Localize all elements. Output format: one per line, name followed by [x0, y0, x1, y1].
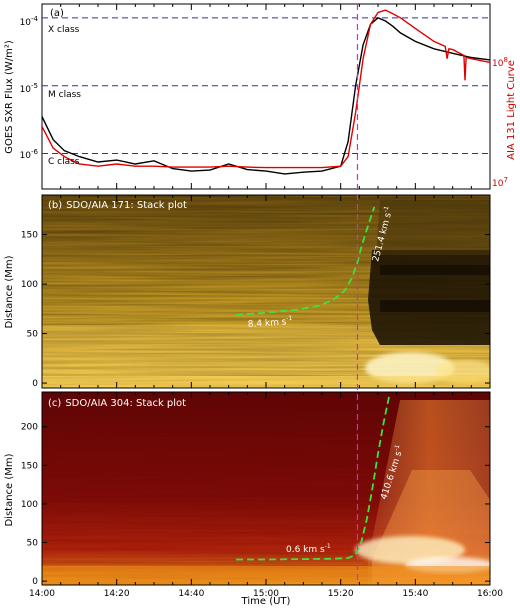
ytick-label-b-0: 0 — [32, 379, 38, 389]
ytick-right-1e7: 107 — [492, 176, 508, 189]
x-axis-tick-labels: 14:00 14:20 14:40 15:00 15:20 15:40 16:00 — [29, 589, 503, 599]
ytick-label-b-1: 50 — [27, 330, 39, 340]
x-axis-title: Time (UT) — [241, 596, 291, 607]
ytick-a-1e-4: 10-4 — [20, 15, 39, 28]
xtick-label-0: 14:00 — [29, 589, 55, 599]
light-curves — [42, 9, 490, 175]
fit-curve-b — [236, 206, 376, 316]
panel-b-y-ticks: 0 50 100 150 — [21, 231, 490, 389]
panel-c-ylabel: Distance (Mm) — [4, 453, 15, 526]
ytick-label-c-4: 200 — [21, 423, 38, 433]
speed-label-304-slow: 0.6 km s-1 — [286, 543, 331, 555]
ytick-a-1e-5: 10-5 — [20, 82, 38, 95]
panel-b-title: (b) SDO/AIA 171: Stack plot — [48, 200, 187, 211]
panel-b-ylabel: Distance (Mm) — [4, 255, 15, 328]
panel-a-right-ticks: 108 107 — [492, 56, 508, 189]
aia171-stack-image — [42, 195, 490, 388]
panel-c-y-ticks: 0 50 100 150 200 — [21, 423, 490, 587]
aia304-stack-image — [42, 392, 490, 585]
speed-label-171-slow: 8.4 km s-1 — [247, 315, 293, 330]
ytick-label-c-0: 0 — [32, 577, 38, 587]
ytick-a-1e-6: 10-6 — [20, 148, 39, 161]
xtick-label-1: 14:20 — [104, 589, 130, 599]
ytick-label-c-1: 50 — [27, 539, 39, 549]
panel-a-x-ticks — [41, 4, 491, 189]
xtick-label-5: 15:40 — [402, 589, 428, 599]
panel-c-x-ticks — [41, 392, 491, 585]
panel-a-y-ticks: 10-4 10-5 10-6 — [20, 15, 39, 161]
goes-sxr-curve — [42, 16, 490, 175]
x-class-label: X class — [48, 25, 80, 35]
panel-a-frame — [41, 3, 491, 190]
fit-curve-c — [236, 395, 391, 561]
panel-c-title: (c) SDO/AIA 304: Stack plot — [48, 398, 186, 409]
panel-a-ylabel: GOES SXR Flux (W/m²) — [4, 40, 15, 154]
ytick-label-c-3: 150 — [21, 461, 38, 471]
ytick-label-b-3: 150 — [21, 231, 38, 241]
panel-b: (b) SDO/AIA 171: Stack plot 8.4 km s-1 25… — [4, 194, 491, 389]
ytick-right-1e8: 108 — [492, 56, 508, 69]
panel-a-ylabel-right: AIA 131 Light Curve — [506, 60, 517, 160]
panel-a: (a) X class M class C class 10-4 10-5 10… — [4, 3, 517, 190]
xtick-label-6: 16:00 — [477, 589, 503, 599]
panel-b-x-ticks — [41, 195, 491, 388]
panel-c-fit-layer — [236, 395, 391, 561]
panel-b-fit-layer — [236, 206, 376, 316]
ytick-label-c-2: 100 — [21, 500, 38, 510]
class-threshold-lines — [42, 17, 490, 155]
xtick-label-2: 14:40 — [178, 589, 204, 599]
panel-a-label: (a) — [50, 8, 64, 19]
xtick-label-3: 15:00 — [253, 589, 279, 599]
panel-c: (c) SDO/AIA 304: Stack plot 0.6 km s-1 41… — [4, 391, 491, 587]
ytick-label-b-2: 100 — [21, 280, 38, 290]
c-class-label: C class — [48, 157, 80, 167]
aia131-curve — [42, 9, 490, 169]
m-class-label: M class — [48, 90, 81, 100]
xtick-label-4: 15:20 — [328, 589, 354, 599]
